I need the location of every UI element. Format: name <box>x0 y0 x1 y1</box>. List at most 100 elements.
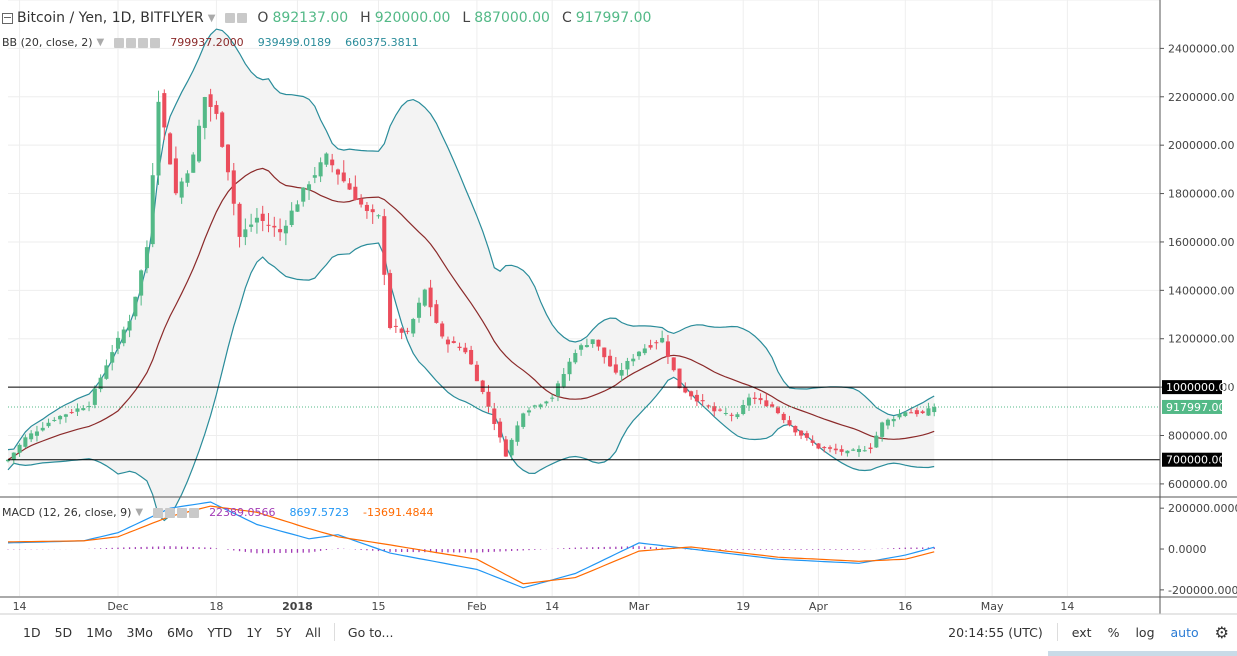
candles[interactable] <box>5 88 937 465</box>
candle[interactable] <box>179 177 184 204</box>
timeframe-6mo[interactable]: 6Mo <box>166 624 194 640</box>
candle[interactable] <box>874 431 879 448</box>
candle[interactable] <box>689 390 694 400</box>
chevron-down-icon[interactable]: ▼ <box>207 12 216 24</box>
candle[interactable] <box>347 178 352 190</box>
candle[interactable] <box>81 405 86 411</box>
candle[interactable] <box>758 393 763 405</box>
candle[interactable] <box>306 181 312 200</box>
candle[interactable] <box>191 152 196 173</box>
candle[interactable] <box>168 132 173 165</box>
ext-button[interactable]: ext <box>1071 624 1092 640</box>
candle[interactable] <box>683 382 688 394</box>
close-icon[interactable] <box>189 507 200 518</box>
timeframe-all[interactable]: All <box>305 624 321 640</box>
candle[interactable] <box>370 204 375 224</box>
candle[interactable] <box>173 146 178 196</box>
candle[interactable] <box>746 393 752 411</box>
candle[interactable] <box>393 318 398 333</box>
candle[interactable] <box>272 216 277 237</box>
candle[interactable] <box>636 350 642 360</box>
candle[interactable] <box>694 389 699 407</box>
candle[interactable] <box>289 202 294 228</box>
eye-icon[interactable] <box>225 13 236 23</box>
candle[interactable] <box>283 220 288 246</box>
candle[interactable] <box>932 403 937 417</box>
candle[interactable] <box>648 339 653 350</box>
candle[interactable] <box>735 412 740 420</box>
candle[interactable] <box>486 384 491 413</box>
candle[interactable] <box>503 435 508 457</box>
candle[interactable] <box>526 407 532 416</box>
candle[interactable] <box>787 415 792 427</box>
candle[interactable] <box>891 416 896 427</box>
candle[interactable] <box>596 339 601 351</box>
candle[interactable] <box>903 411 908 418</box>
candle[interactable] <box>104 359 109 380</box>
candle[interactable] <box>110 344 115 371</box>
candle[interactable] <box>127 314 132 338</box>
candle[interactable] <box>202 96 207 140</box>
candle[interactable] <box>335 168 340 185</box>
candle[interactable] <box>463 342 468 355</box>
candle[interactable] <box>851 448 856 452</box>
candle[interactable] <box>793 425 798 436</box>
candle[interactable] <box>532 404 537 409</box>
candle[interactable] <box>388 269 393 330</box>
candle[interactable] <box>538 403 543 410</box>
legend-buttons[interactable] <box>114 37 161 48</box>
candle[interactable] <box>457 342 462 351</box>
candle[interactable] <box>706 404 711 409</box>
timeframe-5d[interactable]: 5D <box>54 624 73 640</box>
candle[interactable] <box>810 435 815 446</box>
candle[interactable] <box>428 279 433 317</box>
candle[interactable] <box>619 362 624 381</box>
legend-buttons[interactable] <box>225 13 248 23</box>
gear-icon[interactable]: ⚙ <box>1214 622 1229 642</box>
candle[interactable] <box>115 331 121 355</box>
candle[interactable] <box>474 361 479 382</box>
candle[interactable] <box>885 418 890 430</box>
candle[interactable] <box>816 443 821 450</box>
candle[interactable] <box>654 340 659 350</box>
candle[interactable] <box>416 297 422 323</box>
legend-buttons[interactable] <box>153 507 200 518</box>
candle[interactable] <box>567 358 572 381</box>
candle[interactable] <box>411 317 416 337</box>
timeframe-1mo[interactable]: 1Mo <box>86 624 113 640</box>
candle[interactable] <box>909 408 914 414</box>
candle[interactable] <box>642 344 647 356</box>
candle[interactable] <box>249 213 254 232</box>
settings-icon[interactable] <box>237 13 248 23</box>
candle[interactable] <box>752 392 757 405</box>
candle[interactable] <box>382 208 387 286</box>
candle[interactable] <box>602 347 607 364</box>
candle[interactable] <box>579 343 584 356</box>
candle[interactable] <box>723 407 728 416</box>
candle[interactable] <box>671 357 676 372</box>
add-icon[interactable] <box>138 37 149 48</box>
timeframe-ytd[interactable]: YTD <box>207 624 233 640</box>
candle[interactable] <box>440 321 445 339</box>
chevron-down-icon[interactable]: ▼ <box>135 507 144 518</box>
candle[interactable] <box>295 200 300 212</box>
candle[interactable] <box>185 170 190 187</box>
candle[interactable] <box>590 339 595 348</box>
candle[interactable] <box>833 443 838 455</box>
candle[interactable] <box>555 380 560 402</box>
candle[interactable] <box>828 445 833 453</box>
candle[interactable] <box>521 412 526 429</box>
candle[interactable] <box>225 144 231 181</box>
settings-icon[interactable] <box>126 37 137 48</box>
candle[interactable] <box>712 402 717 417</box>
candle[interactable] <box>208 88 213 122</box>
candle[interactable] <box>445 336 450 353</box>
collapse-icon[interactable] <box>2 12 13 24</box>
candle[interactable] <box>660 330 665 344</box>
candle[interactable] <box>214 100 219 120</box>
candle[interactable] <box>231 162 236 216</box>
candle[interactable] <box>550 394 555 402</box>
candle[interactable] <box>926 402 931 417</box>
candle[interactable] <box>29 430 34 443</box>
